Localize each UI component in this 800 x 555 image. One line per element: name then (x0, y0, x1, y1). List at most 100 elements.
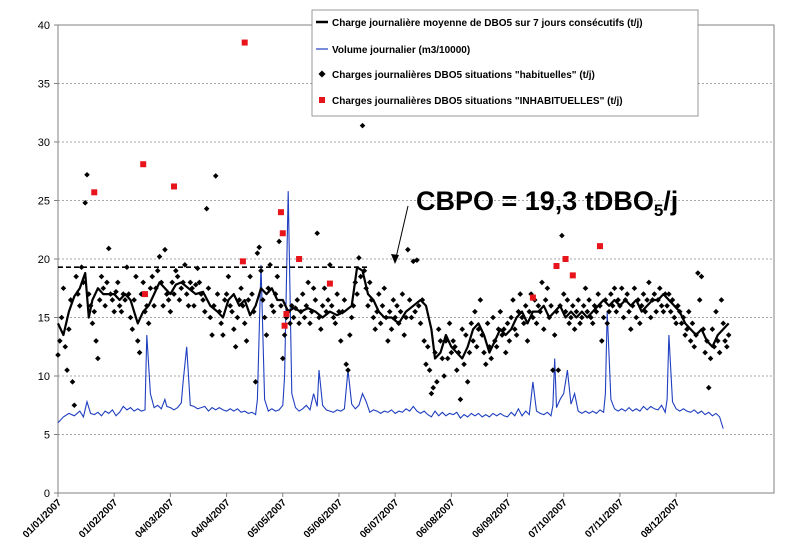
point-habituelle (71, 402, 78, 409)
point-habituelle (236, 297, 243, 303)
point-habituelle (423, 361, 429, 368)
point-habituelle (629, 303, 636, 309)
point-habituelle (171, 291, 177, 297)
point-habituelle (482, 361, 489, 368)
legend-label-moyenne: Charge journalière moyenne de DBO5 sur 7… (332, 18, 643, 29)
point-habituelle (229, 308, 235, 315)
point-habituelle (254, 250, 261, 256)
point-habituelle (678, 320, 685, 327)
point-habituelle (595, 291, 601, 297)
point-habituelle (521, 320, 527, 327)
cbpo-annotation: CBPO = 19,3 tDBO5/j (391, 186, 678, 264)
point-habituelle (421, 338, 427, 344)
point-habituelle (78, 264, 85, 270)
point-habituelle (722, 338, 728, 344)
point-habituelle (109, 297, 116, 303)
point-habituelle (274, 273, 281, 280)
y-tick-label: 15 (38, 313, 50, 325)
point-habituelle (455, 349, 462, 356)
point-habituelle (606, 308, 612, 315)
point-habituelle (499, 332, 505, 338)
point-habituelle (379, 303, 386, 309)
point-habituelle (388, 326, 395, 332)
point-habituelle (397, 308, 404, 315)
point-habituelle (145, 320, 152, 327)
point-habituelle (580, 303, 587, 309)
point-habituelle (162, 246, 168, 253)
point-habituelle (613, 308, 620, 315)
point-habituelle (169, 279, 175, 286)
point-habituelle (488, 355, 495, 362)
point-habituelle (434, 379, 440, 385)
point-habituelle (247, 273, 253, 280)
point-habituelle (709, 326, 716, 332)
point-habituelle (428, 390, 435, 397)
point-habituelle (472, 308, 478, 315)
point-habituelle (66, 326, 72, 332)
point-habituelle (276, 238, 282, 245)
point-habituelle (524, 338, 531, 344)
point-habituelle (180, 279, 186, 286)
point-habituelle (481, 349, 487, 356)
point-inhabituelle (239, 258, 246, 265)
point-habituelle (686, 308, 692, 315)
point-habituelle (122, 297, 128, 303)
point-habituelle (258, 267, 264, 274)
point-habituelle (588, 314, 594, 321)
point-habituelle (673, 320, 679, 327)
point-habituelle (216, 308, 223, 315)
point-inhabituelle (296, 256, 303, 262)
point-habituelle (401, 332, 408, 338)
point-habituelle (151, 303, 157, 309)
point-habituelle (658, 303, 665, 309)
point-habituelle (118, 308, 125, 315)
annotation-arrow-line (394, 205, 409, 263)
point-habituelle (406, 297, 413, 303)
point-habituelle (453, 367, 460, 373)
y-tick-label: 0 (44, 488, 50, 500)
point-habituelle (372, 326, 379, 332)
annotation-arrow-head (391, 254, 399, 264)
point-habituelle (502, 349, 509, 356)
point-habituelle (637, 320, 643, 327)
point-habituelle (154, 267, 161, 274)
point-habituelle (156, 253, 163, 260)
point-habituelle (131, 297, 137, 303)
point-habituelle (575, 297, 582, 303)
point-habituelle (573, 308, 580, 315)
point-habituelle (633, 314, 640, 321)
point-habituelle (149, 273, 156, 280)
point-habituelle (515, 308, 522, 315)
legend-label-inhabituelles: Charges journalières DBO5 situations "IN… (332, 96, 623, 107)
point-habituelle (439, 355, 446, 362)
point-habituelle (725, 332, 732, 338)
point-habituelle (470, 338, 476, 344)
point-habituelle (325, 297, 331, 303)
point-habituelle (207, 314, 214, 321)
point-habituelle (147, 285, 154, 292)
y-tick-label: 35 (38, 79, 50, 91)
point-habituelle (334, 291, 340, 297)
point-habituelle (408, 314, 415, 321)
point-habituelle (376, 291, 382, 297)
point-habituelle (475, 326, 482, 332)
point-habituelle (579, 314, 585, 321)
point-habituelle (82, 200, 88, 206)
point-habituelle (243, 338, 250, 344)
point-habituelle (510, 297, 516, 303)
series-line-volume (57, 191, 724, 429)
point-habituelle (69, 379, 76, 385)
point-habituelle (98, 273, 105, 280)
point-habituelle (582, 285, 589, 292)
point-habituelle (513, 332, 520, 338)
point-habituelle (327, 262, 333, 268)
point-habituelle (75, 291, 81, 297)
point-habituelle (405, 246, 411, 253)
point-habituelle (696, 297, 703, 303)
point-habituelle (441, 373, 447, 379)
annotation-text: CBPO = 19,3 tDBO5/j (416, 186, 678, 220)
point-habituelle (466, 349, 473, 356)
point-habituelle (187, 279, 194, 286)
point-habituelle (182, 262, 188, 268)
point-habituelle (303, 303, 310, 309)
